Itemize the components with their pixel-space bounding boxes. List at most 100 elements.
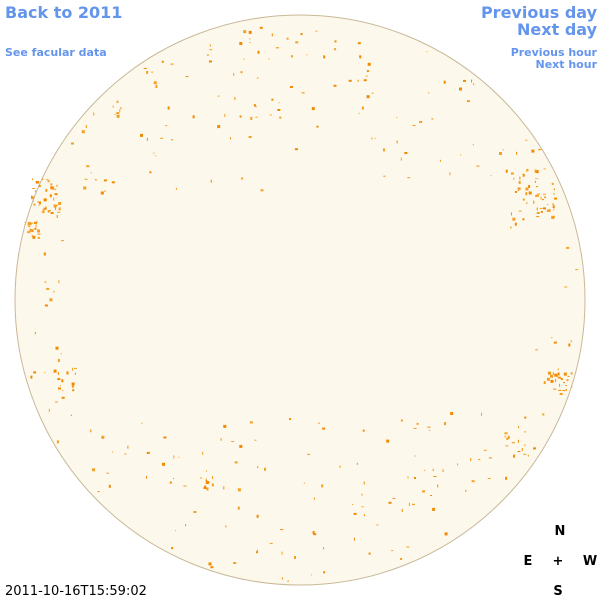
facula [248,30,252,34]
facula [39,201,41,205]
facula [551,182,554,185]
facula [519,176,521,180]
facula [37,229,40,233]
facula [56,215,58,218]
facula [391,550,394,552]
facula [517,187,521,190]
facula [278,102,280,104]
facula [193,511,197,513]
facula [531,149,535,153]
facula [521,448,523,452]
facula [29,230,31,234]
previous-day-link[interactable]: Previous day [481,3,598,22]
facula [33,371,37,374]
facula [34,190,36,193]
facula [175,530,177,532]
facula [287,580,289,583]
facula [49,194,52,198]
facula [286,37,289,40]
facula [449,172,451,176]
facula [119,107,122,109]
facula [111,181,115,184]
facula [58,387,61,390]
facula [212,476,213,480]
facula [524,444,526,447]
facula [536,216,540,218]
facula [204,485,207,488]
facula [101,435,105,439]
facula [551,337,553,339]
facula [371,92,374,94]
facula [502,149,504,151]
next-day-link[interactable]: Next day [517,20,598,39]
facula [472,144,474,146]
facula [362,429,365,432]
facula [526,168,529,171]
facula [47,210,50,213]
facula [146,475,148,479]
facula [241,177,244,180]
facula [471,480,475,483]
facula [553,373,555,375]
facula [234,97,236,100]
facula [31,196,35,200]
facula [522,198,525,201]
facula [58,202,62,205]
facula [275,47,279,49]
facula [548,372,551,375]
facula [528,191,532,195]
facula [243,58,245,60]
facula [432,507,436,511]
next-hour-link[interactable]: Next hour [536,58,598,71]
facula [84,178,88,180]
facula [361,493,363,496]
facula [555,378,557,382]
facula [414,455,416,457]
facula [97,491,100,493]
facula [271,98,274,101]
facula [374,137,376,139]
facula [563,372,567,376]
facula [357,79,359,82]
facula [208,481,210,483]
facula [516,151,518,155]
facula [566,379,569,382]
facula [470,458,472,462]
facula [550,374,551,378]
back-link[interactable]: Back to 2011 [5,3,122,22]
facula [72,367,74,371]
facular-link[interactable]: See facular data [5,46,107,59]
facula [256,514,259,518]
compass-north: N [555,524,566,539]
facula [61,379,64,383]
facula [209,49,213,51]
facula [353,537,355,541]
facula [536,212,540,214]
facula [160,137,164,139]
facula [234,461,238,464]
facula [31,195,33,199]
facula [553,341,557,344]
facula [463,79,466,82]
facula [565,385,568,386]
facula [224,113,226,117]
facula [323,571,326,574]
facula [93,112,95,116]
facula [306,54,308,56]
facula [512,217,516,221]
facula [170,139,173,141]
previous-hour-link[interactable]: Previous hour [511,46,598,59]
facula [514,222,517,226]
facula [94,179,97,181]
facula [535,186,538,188]
facula [71,142,74,145]
facula [430,495,433,496]
facula [210,179,212,183]
facula [86,165,90,168]
facula [171,547,174,550]
facula [504,432,508,435]
facula [429,429,431,431]
facula [315,30,318,32]
facula [499,152,502,155]
facula [155,155,157,157]
